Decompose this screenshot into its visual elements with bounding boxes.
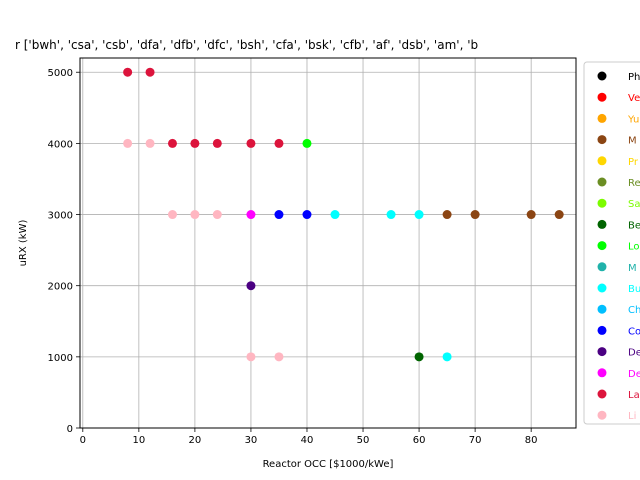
data-point [554,210,564,220]
data-point [246,210,256,220]
y-tick-label: 3000 [48,211,73,222]
legend-marker [597,389,607,399]
x-tick-label: 60 [413,435,426,446]
data-point [274,352,284,362]
y-tick-label: 1000 [48,353,73,364]
y-tick-label: 5000 [48,68,73,79]
grid-lines [80,58,576,429]
x-tick-label: 0 [80,435,86,446]
legend-box [583,61,640,425]
legend-marker [597,135,607,145]
legend-label: De [628,369,640,380]
legend-label: Lo [628,242,640,253]
data-point [302,138,312,148]
legend-label: M [628,136,637,147]
data-point [212,138,222,148]
data-point [246,281,256,291]
data-point [246,352,256,362]
y-tick-label: 0 [67,424,73,435]
data-point [212,210,222,220]
legend-marker [597,347,607,357]
data-point [526,210,536,220]
y-tick-label: 4000 [48,139,73,150]
chart-title: r ['bwh', 'csa', 'csb', 'dfa', 'dfb', 'd… [15,38,478,52]
data-point [145,67,155,77]
data-point [123,138,133,148]
plot-frame [79,57,577,429]
y-axis-label: uRX (kW) [18,220,29,267]
legend-label: La [628,390,640,401]
data-point [274,138,284,148]
axis-ticks: 0 10 20 30 40 50 60 70 80 0 1000 2000 3000 4000 5000 [48,68,538,446]
data-point [167,210,177,220]
legend-marker [597,177,607,187]
data-point [442,210,452,220]
legend-marker [597,219,607,229]
legend-label: Ph [628,72,640,83]
y-tick-label: 2000 [48,282,73,293]
x-tick-label: 80 [525,435,538,446]
data-point [190,138,200,148]
x-tick-label: 40 [301,435,314,446]
legend-marker [597,113,607,123]
data-point [302,210,312,220]
legend-marker [597,156,607,166]
data-points [123,67,564,362]
legend-label: Co [628,326,640,337]
data-point [442,352,452,362]
data-point [190,210,200,220]
data-point [274,210,284,220]
x-tick-label: 50 [357,435,370,446]
legend-marker [597,325,607,335]
legend-marker [597,241,607,251]
data-point [167,138,177,148]
legend-marker [597,71,607,81]
legend-label: Li [628,411,636,422]
legend-marker [597,198,607,208]
legend-marker [597,262,607,272]
data-point [123,67,133,77]
legend-marker [597,368,607,378]
legend-marker [597,92,607,102]
legend-label: Bu [628,284,640,295]
data-point [470,210,480,220]
legend-label: Re [628,178,640,189]
data-point [246,138,256,148]
x-tick-label: 10 [132,435,145,446]
data-point [414,352,424,362]
data-point [330,210,340,220]
legend-label: Yu [627,114,639,125]
data-point [414,210,424,220]
legend-marker [597,410,607,420]
x-tick-label: 70 [469,435,482,446]
legend-label: Pr [628,157,639,168]
legend-label: Ch [628,305,640,316]
x-tick-label: 20 [189,435,202,446]
legend-label: De [628,348,640,359]
plot-area [80,58,576,428]
legend-marker [597,283,607,293]
x-axis-label: Reactor OCC [$1000/kWe] [263,459,394,470]
data-point [145,138,155,148]
legend-marker [597,304,607,314]
legend-label: M [628,263,637,274]
legend-label: Ve [628,93,640,104]
legend-label: Sa [628,199,640,210]
legend-label: Be [628,220,640,231]
data-point [386,210,396,220]
x-tick-label: 30 [245,435,258,446]
legend: Ph Ve Yu M Pr Re Sa Be Lo M Bu Ch Co De De La Li [583,61,640,425]
